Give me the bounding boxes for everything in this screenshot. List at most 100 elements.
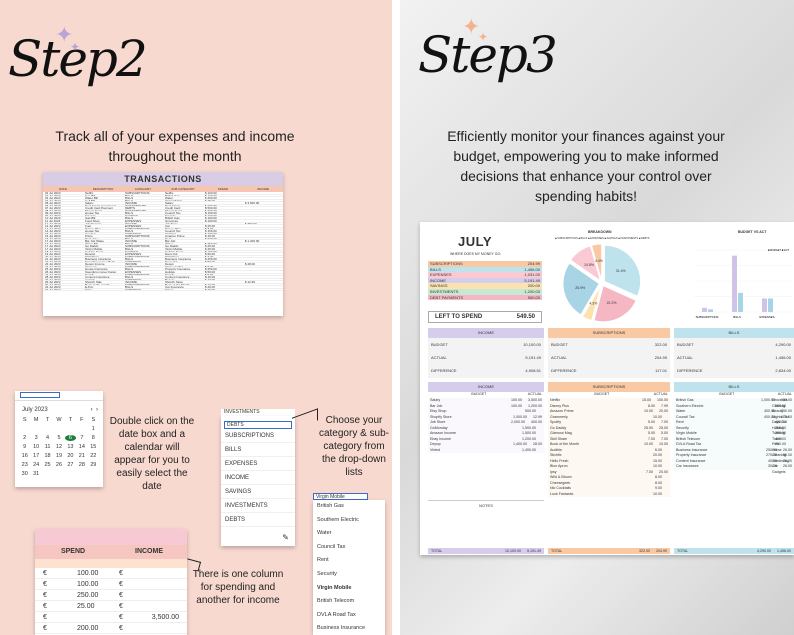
calendar-day[interactable]: 22 — [90, 453, 97, 459]
list-item[interactable]: Depop 1,400.00 28.00 — [428, 442, 544, 448]
list-item[interactable]: Southern Electric 500.00 — [674, 404, 794, 410]
subcategory-option[interactable]: Virgin Mobile — [317, 584, 352, 591]
category-option[interactable]: INCOME — [221, 471, 295, 485]
list-item[interactable]: Holiday — [770, 426, 794, 432]
subcategory-option[interactable]: Security — [317, 570, 337, 577]
subcategory-option[interactable]: Rent — [317, 557, 329, 564]
list-item[interactable]: Security 200.00 — [674, 426, 794, 432]
calendar-day[interactable]: 26 — [55, 462, 63, 468]
calendar-day[interactable]: 13 — [67, 444, 74, 450]
list-item[interactable]: Property Insurance 270.00 50.00 — [674, 453, 794, 459]
list-item[interactable]: Go Daddy 25.00 25.00 — [548, 426, 670, 432]
list-item[interactable]: Hello Fresh 15.00 — [548, 459, 670, 465]
calendar-day[interactable]: 5 — [57, 435, 61, 441]
subcategory-option[interactable]: Council Tax — [317, 543, 346, 550]
category-option[interactable]: BILLS — [221, 443, 295, 457]
calendar-day[interactable]: 27 — [67, 462, 74, 468]
list-item[interactable]: Nights Out — [770, 415, 794, 421]
subcategory-option[interactable]: Water — [317, 530, 332, 537]
list-item[interactable]: Netflix 15.00 100.00 — [548, 398, 670, 404]
list-item[interactable]: Vinted 1,400.00 — [428, 448, 544, 454]
date-picker[interactable]: July 2023 ‹ › S M T W T F S 1 2 3 4 5 6 7 8 9 10 11 12 13 14… — [15, 391, 103, 487]
next-month-icon[interactable]: › — [96, 407, 98, 413]
subcategory-option[interactable]: Southern Electric — [317, 516, 359, 523]
list-item[interactable]: Virgin Mobile 200.00 — [674, 431, 794, 437]
list-item[interactable]: Nio Cocktails 9.00 — [548, 486, 670, 492]
list-item[interactable]: Spotify 5.00 7.00 — [548, 420, 670, 426]
list-item[interactable]: Beauty — [770, 409, 794, 415]
calendar-day[interactable]: 2 — [23, 435, 27, 441]
list-item[interactable]: Pets — [770, 442, 794, 448]
list-item[interactable]: Rent 400.00 — [674, 420, 794, 426]
calendar-day[interactable]: 6 — [64, 435, 77, 441]
calendar-day[interactable]: 31 — [33, 471, 40, 477]
list-item[interactable]: GoMonday 1,500.00 — [428, 426, 544, 432]
list-item[interactable]: Salary 100.00 3,500.00 — [428, 398, 544, 404]
list-item[interactable]: Amazon Prime 10.00 20.00 — [548, 409, 670, 415]
calendar-day[interactable]: 11 — [44, 444, 51, 450]
calendar-day[interactable]: 25 — [44, 462, 51, 468]
list-item[interactable]: Gardening — [770, 459, 794, 465]
list-item[interactable]: Stichfix 20.00 — [548, 453, 670, 459]
list-item[interactable]: Council Tax 400.00 670.00 — [674, 415, 794, 421]
pencil-icon[interactable]: ✎ — [282, 533, 289, 542]
calendar-day[interactable]: 16 — [21, 453, 28, 459]
prev-month-icon[interactable]: ‹ — [90, 407, 93, 413]
subcategory-dropdown[interactable]: British Gas Southern Electric Water Council… — [313, 500, 385, 635]
list-item[interactable]: Job Store 2,000.00 400.00 — [428, 420, 544, 426]
calendar-day[interactable]: 19 — [55, 453, 63, 459]
calendar-day[interactable]: 24 — [33, 462, 40, 468]
list-item[interactable]: Travel — [770, 437, 794, 443]
list-item[interactable]: British Telecom 400.00 — [674, 437, 794, 443]
list-item[interactable]: Blue Apron 10.00 — [548, 464, 670, 470]
calendar-day[interactable]: 15 — [90, 444, 97, 450]
list-item[interactable]: Wild & Bloom 8.00 — [548, 475, 670, 481]
calendar-day[interactable]: 12 — [55, 444, 63, 450]
category-dropdown[interactable]: DEBTS SUBSCRIPTIONS BILLS EXPENSES INCOME SA… — [221, 416, 295, 546]
category-option[interactable]: DEBTS — [221, 513, 295, 527]
subcategory-option[interactable]: British Gas — [317, 503, 344, 509]
list-item[interactable]: Skill Share 7.00 7.00 — [548, 437, 670, 443]
list-item[interactable]: Grammerly 10.00 — [548, 415, 670, 421]
calendar-day[interactable]: 18 — [44, 453, 51, 459]
calendar-day[interactable]: 4 — [46, 435, 50, 441]
list-item[interactable]: Cleaning — [770, 453, 794, 459]
category-option[interactable]: SUBSCRIPTIONS — [221, 429, 295, 443]
list-item[interactable]: Look Fantastic 10.00 — [548, 492, 670, 498]
list-item[interactable]: Book of the Month 10.00 10.00 — [548, 442, 670, 448]
list-item[interactable]: Car Insurance 30.00 26.00 — [674, 464, 794, 470]
list-item[interactable]: Ipsy 7.00 20.00 — [548, 470, 670, 476]
calendar-day[interactable]: 1 — [91, 426, 95, 432]
list-item[interactable]: Water 400.00 250.00 — [674, 409, 794, 415]
calendar-day[interactable]: 10 — [33, 444, 40, 450]
calendar-day[interactable]: 14 — [78, 444, 85, 450]
category-input[interactable]: DEBTS — [224, 421, 292, 429]
subcategory-option[interactable]: Business Insurance — [317, 625, 365, 632]
list-item[interactable]: Disney Plus 8.00 7.99 — [548, 404, 670, 410]
list-item[interactable]: Bar Job 100.00 1,200.00 — [428, 404, 544, 410]
list-item[interactable]: Clothing — [770, 404, 794, 410]
subcategory-input[interactable]: Virgin Mobile — [313, 493, 368, 500]
calendar-day[interactable]: 3 — [34, 435, 38, 441]
calendar-day[interactable]: 23 — [21, 462, 28, 468]
list-item[interactable]: Audible 6.00 — [548, 448, 670, 454]
calendar-day[interactable]: 21 — [78, 453, 85, 459]
list-item[interactable]: Gadgets — [770, 470, 794, 476]
list-item[interactable]: Groceries — [770, 398, 794, 404]
list-item[interactable]: Content Insurance 40.00 26.00 — [674, 459, 794, 465]
list-item[interactable]: Cheesegeek 8.00 — [548, 481, 670, 487]
list-item[interactable]: Home — [770, 448, 794, 454]
list-item[interactable]: Glamour Mag 5.00 5.00 — [548, 431, 670, 437]
date-input-box[interactable] — [20, 392, 60, 398]
list-item[interactable]: Business Insurance 250.00 26.00 — [674, 448, 794, 454]
list-item[interactable]: Etsy Shop 500.00 — [428, 409, 544, 415]
calendar-day[interactable]: 8 — [91, 435, 95, 441]
calendar-day[interactable]: 9 — [23, 444, 27, 450]
list-item[interactable]: Car — [770, 464, 794, 470]
category-option[interactable]: SAVINGS — [221, 485, 295, 499]
list-item[interactable]: Days Out — [770, 420, 794, 426]
list-item[interactable]: Amazon Income 1,500.00 — [428, 431, 544, 437]
calendar-day[interactable]: 30 — [21, 471, 28, 477]
subcategory-option[interactable]: DVLA Road Tax — [317, 611, 356, 618]
calendar-day[interactable]: 28 — [78, 462, 85, 468]
